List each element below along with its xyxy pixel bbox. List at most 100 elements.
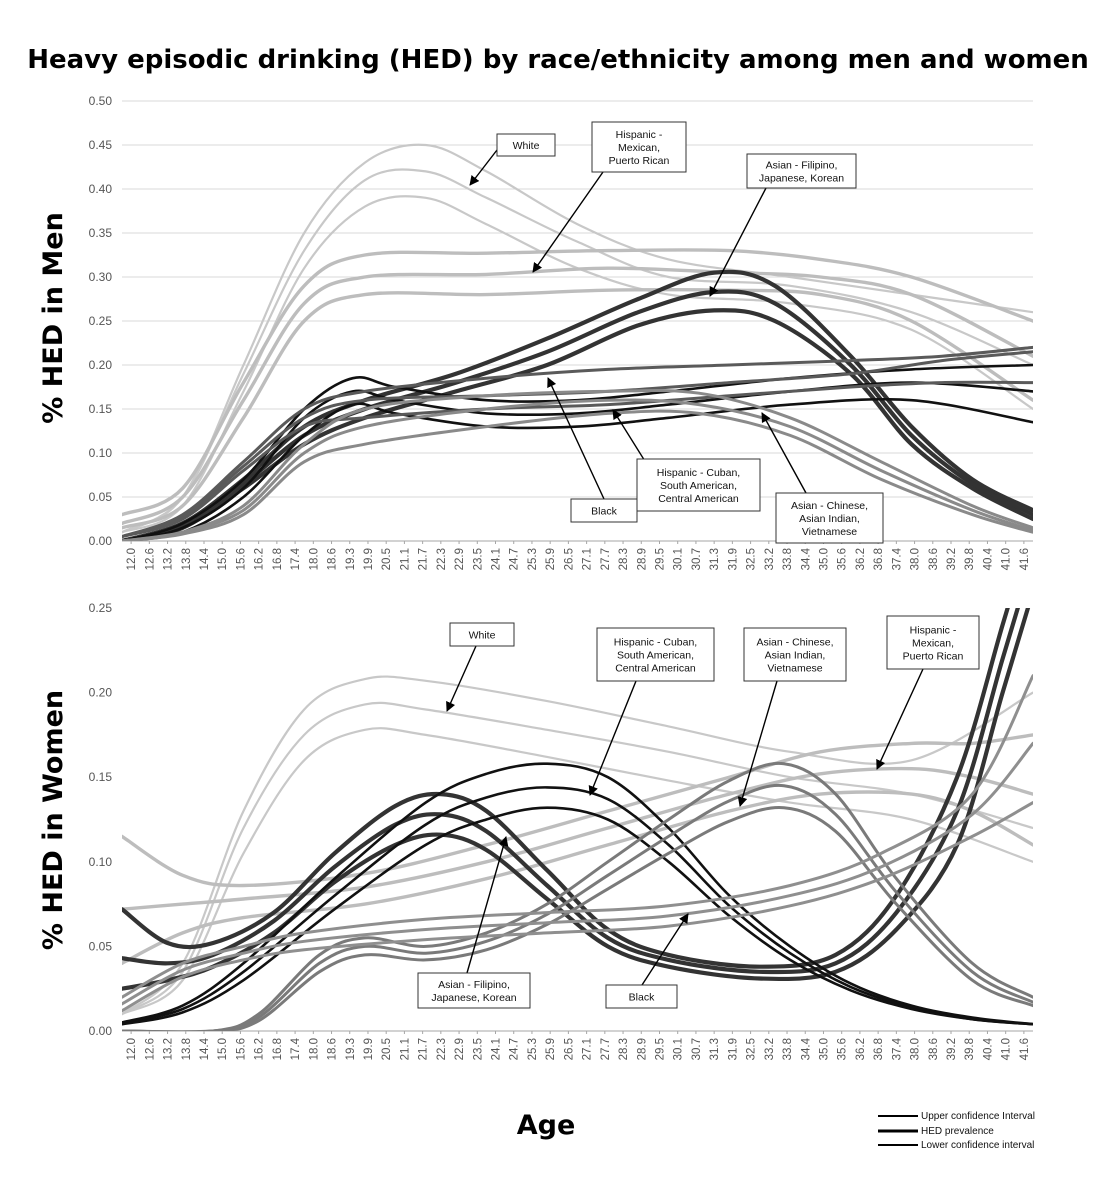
women-x-tick-label: 15.0 xyxy=(217,1038,229,1060)
women-callout-white: White xyxy=(446,622,515,712)
women-x-tick-label: 25.3 xyxy=(527,1038,539,1060)
legend-label: Lower confidence interval xyxy=(921,1140,1034,1151)
legend: Upper confidence Interval HED prevalence L… xyxy=(878,1111,1035,1151)
men-y-tick-label: 0.00 xyxy=(89,534,113,548)
women-series-white-lower xyxy=(122,727,1033,1016)
legend-item: HED prevalence xyxy=(878,1126,994,1137)
legend-label: HED prevalence xyxy=(921,1126,994,1137)
men-x-tick-label: 39.2 xyxy=(946,548,958,570)
women-callout-text: Black xyxy=(629,992,655,1004)
women-series-hispanic-mexican-puerto-rican-estimate xyxy=(122,766,1033,911)
women-x-tick-label: 28.3 xyxy=(618,1038,630,1060)
women-y-tick-label: 0.20 xyxy=(89,686,113,700)
women-callout-text: Asian - Filipino, xyxy=(438,979,510,991)
men-callout-box xyxy=(775,492,884,544)
men-y-tick-label: 0.35 xyxy=(89,226,113,240)
men-y-tick-label: 0.25 xyxy=(89,314,113,328)
men-callout-black: Black xyxy=(547,377,638,523)
men-x-tick-label: 41.6 xyxy=(1019,548,1031,570)
women-y-tick-label: 0.00 xyxy=(89,1024,113,1038)
men-callout-text: Asian Indian, xyxy=(799,513,860,525)
women-y-tick-label: 0.15 xyxy=(89,770,113,784)
men-series-hispanic-mexican-puerto-rican-estimate xyxy=(122,266,1033,526)
men-x-tick-label: 33.8 xyxy=(782,548,794,570)
men-x-tick-label: 36.2 xyxy=(855,548,867,570)
women-series-asian-filipino-japanese-korean-estimate xyxy=(122,608,1021,975)
women-series-hispanic-cuban-south-american-central-american-lower xyxy=(122,806,1033,1026)
women-x-tick-label: 40.4 xyxy=(982,1037,994,1060)
women-x-tick-label: 20.5 xyxy=(381,1038,393,1060)
women-series-black-upper xyxy=(122,674,1033,999)
women-x-tick-label: 18.6 xyxy=(327,1038,339,1060)
women-x-tick-label: 28.9 xyxy=(636,1038,648,1060)
women-x-tick-label: 22.9 xyxy=(454,1038,466,1060)
women-x-tick-label: 33.2 xyxy=(764,1038,776,1060)
women-x-tick-label: 39.2 xyxy=(946,1038,958,1060)
women-callout-box xyxy=(449,622,515,647)
women-callout-arrow xyxy=(876,668,924,770)
women-x-tick-label: 27.7 xyxy=(600,1038,612,1060)
women-x-tick-label: 18.0 xyxy=(308,1038,320,1060)
men-x-tick-label: 29.5 xyxy=(654,548,666,570)
women-x-tick-label: 34.4 xyxy=(800,1037,812,1060)
women-x-tick-label: 30.1 xyxy=(673,1038,685,1060)
women-callout-arrow xyxy=(446,645,477,712)
women-x-tick-label: 27.1 xyxy=(582,1038,594,1060)
men-series-white-lower xyxy=(122,195,1033,534)
men-callout-text: Vietnamese xyxy=(802,526,857,538)
women-x-tick-label: 30.7 xyxy=(691,1038,703,1060)
men-series-asian-filipino-japanese-korean-lower xyxy=(122,308,1033,541)
men-callout-arrow xyxy=(547,377,605,500)
men-x-tick-label: 38.6 xyxy=(928,548,940,570)
women-series-hispanic-mexican-puerto-rican-lower xyxy=(122,790,1033,965)
men-x-tick-label: 20.5 xyxy=(381,548,393,570)
men-x-tick-label: 36.8 xyxy=(873,548,885,570)
women-callout-text: Asian - Chinese, xyxy=(756,637,833,649)
women-callout-text: Mexican, xyxy=(912,638,954,650)
men-x-tick-label: 15.6 xyxy=(235,548,247,570)
women-x-tick-label: 23.5 xyxy=(472,1038,484,1060)
women-callout-text: White xyxy=(469,630,496,642)
women-x-tick-label: 19.9 xyxy=(363,1038,375,1060)
men-x-tick-label: 28.3 xyxy=(618,548,630,570)
men-x-tick-label: 19.3 xyxy=(345,548,357,570)
men-series-asian-chinese-asian-indian-vietnamese-lower xyxy=(122,409,1033,541)
men-x-tick-label: 22.9 xyxy=(454,548,466,570)
women-x-tick-label: 14.4 xyxy=(199,1037,211,1060)
women-series-white-upper xyxy=(122,675,1033,1016)
men-callout-text: Black xyxy=(591,506,617,518)
women-callout-arrow xyxy=(588,680,637,796)
men-series-asian-chinese-asian-indian-vietnamese-upper xyxy=(122,389,1033,541)
men-x-tick-label: 35.0 xyxy=(818,548,830,570)
men-callout-arrow xyxy=(761,412,807,494)
women-x-tick-label: 41.0 xyxy=(1001,1038,1013,1060)
women-callout-hispanic-cuban-south-american-central-american: Hispanic - Cuban,South American,Central … xyxy=(588,627,715,796)
men-x-tick-label: 41.0 xyxy=(1001,548,1013,570)
women-x-tick-label: 36.2 xyxy=(855,1038,867,1060)
women-y-axis-label: % HED in Women xyxy=(38,690,69,950)
figure-title: Heavy episodic drinking (HED) by race/et… xyxy=(27,45,1089,75)
men-x-tick-label: 18.0 xyxy=(308,548,320,570)
women-callout-text: Central American xyxy=(615,663,696,675)
men-y-tick-label: 0.15 xyxy=(89,402,113,416)
men-y-tick-label: 0.50 xyxy=(89,94,113,108)
men-x-tick-label: 18.6 xyxy=(327,548,339,570)
women-x-tick-label: 38.6 xyxy=(928,1038,940,1060)
men-x-tick-label: 40.4 xyxy=(982,547,994,570)
women-series-black-estimate xyxy=(122,741,1033,1006)
women-x-tick-label: 35.6 xyxy=(837,1038,849,1060)
women-x-tick-label: 38.0 xyxy=(910,1038,922,1060)
men-x-tick-label: 15.0 xyxy=(217,548,229,570)
men-x-tick-label: 22.3 xyxy=(436,548,448,570)
women-x-tick-label: 36.8 xyxy=(873,1038,885,1060)
men-x-tick-label: 38.0 xyxy=(910,548,922,570)
women-x-tick-label: 37.4 xyxy=(891,1037,903,1060)
women-callout-box xyxy=(605,984,678,1009)
men-y-tick-label: 0.40 xyxy=(89,182,113,196)
men-y-tick-label: 0.10 xyxy=(89,446,113,460)
women-x-tick-label: 21.1 xyxy=(399,1038,411,1060)
women-series-hispanic-cuban-south-american-central-american-estimate xyxy=(122,786,1033,1026)
men-x-tick-label: 14.4 xyxy=(199,547,211,570)
men-x-tick-label: 26.5 xyxy=(563,548,575,570)
